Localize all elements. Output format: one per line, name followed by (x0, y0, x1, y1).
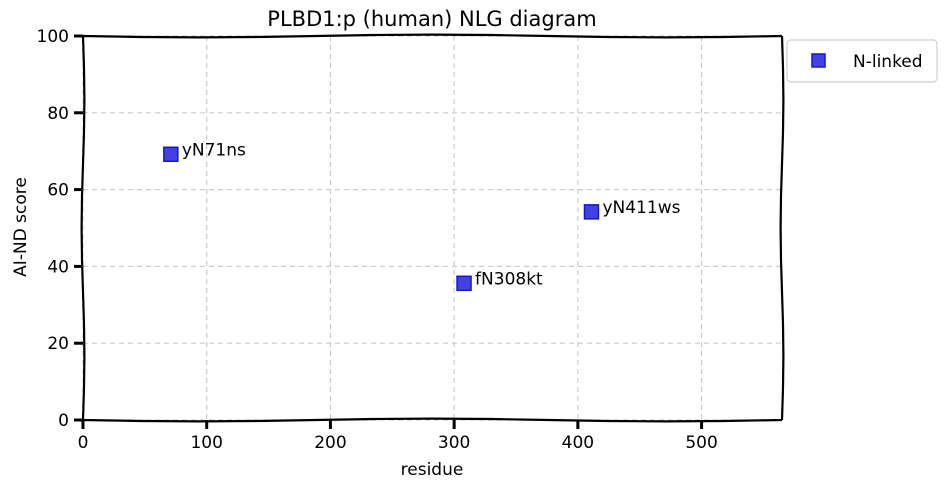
y-tick-label: 60 (47, 181, 69, 201)
x-tick-label: 0 (78, 433, 89, 453)
y-tick-label: 0 (58, 411, 69, 431)
grid (82, 35, 782, 421)
y-tick-label: 40 (47, 257, 69, 277)
y-tick-label: 100 (37, 27, 69, 47)
legend-entry-n-linked: N-linked (853, 52, 923, 72)
data-point (163, 146, 179, 163)
data-point-label: yN71ns (182, 140, 246, 160)
data-point (583, 204, 600, 220)
ticks: 0 100 200 300 400 500 0 20 40 60 80 100 (37, 27, 718, 453)
legend: N-linked (786, 39, 938, 83)
x-tick-label: 100 (190, 433, 222, 453)
x-tick-label: 200 (314, 433, 346, 453)
legend-marker-square (811, 53, 826, 68)
y-axis-label: AI-ND score (11, 177, 31, 277)
x-tick-label: 400 (562, 433, 594, 453)
y-tick-label: 80 (47, 104, 69, 124)
x-axis-label: residue (401, 460, 464, 480)
legend-frame (786, 39, 938, 83)
data-point-label: fN308kt (475, 269, 543, 289)
x-tick-label: 500 (685, 433, 717, 453)
data-points: yN71ns fN308kt yN411ws (163, 140, 681, 292)
y-tick-label: 20 (47, 334, 69, 354)
data-point (456, 275, 472, 292)
x-tick-label: 300 (438, 433, 470, 453)
data-point-label: yN411ws (602, 198, 680, 218)
plot-frame (80, 33, 785, 423)
chart-title: PLBD1:p (human) NLG diagram (267, 7, 596, 31)
